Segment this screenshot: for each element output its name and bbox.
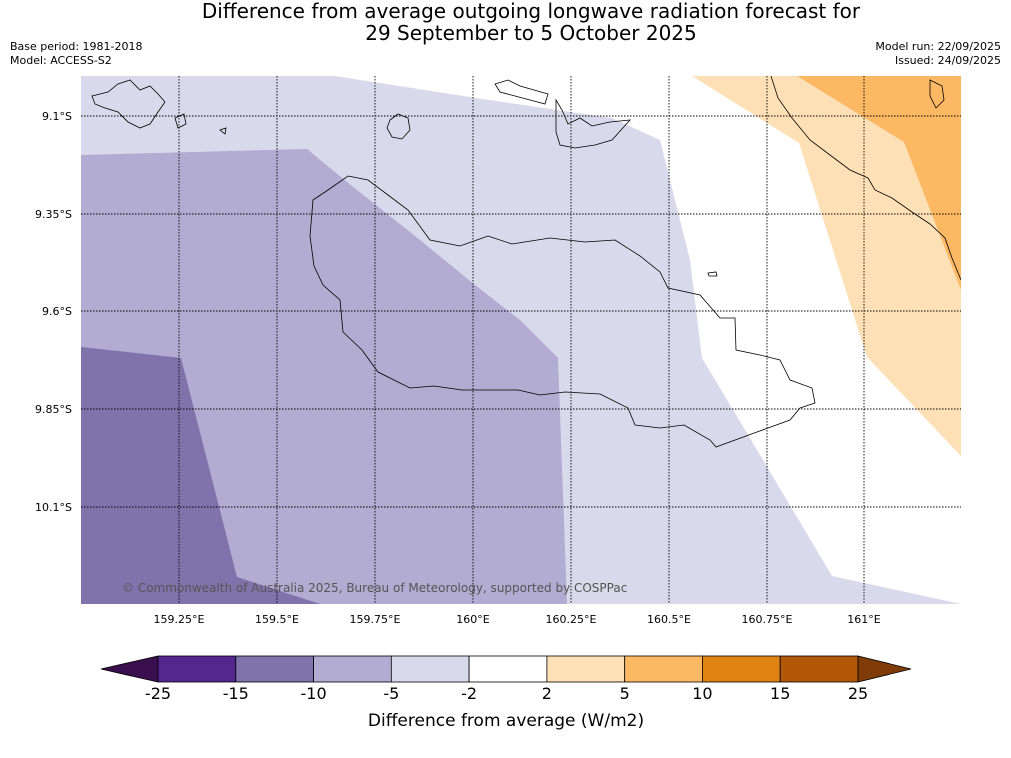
- colorbar-segment: [624, 655, 703, 683]
- lon-label: 160.25°E: [546, 613, 597, 626]
- region-minus15-to-minus10: [81, 347, 320, 604]
- lon-label: 159.5°E: [255, 613, 299, 626]
- colorbar-segment: [235, 655, 315, 683]
- guadalcanal-coastline: [309, 175, 816, 448]
- colorbar: -25 -15 -10 -5 -2 2 5 10 15 25 Differenc…: [100, 655, 912, 731]
- base-period-text: Base period: 1981-2018: [10, 40, 143, 53]
- region-5-to-10: [797, 76, 961, 290]
- chart-title: Difference from average outgoing longwav…: [0, 0, 1011, 44]
- savo-island-coastline: [386, 113, 411, 140]
- issued-text: Issued: 24/09/2025: [894, 54, 1001, 67]
- colorbar-segment: [157, 655, 237, 683]
- meta-right: Model run: 22/09/2025 Issued: 24/09/2025: [875, 40, 1001, 68]
- colorbar-tick-label: -15: [223, 684, 249, 703]
- copyright-text: © Commonwealth of Australia 2025, Bureau…: [122, 581, 627, 595]
- malaita-coastline: [770, 76, 961, 281]
- malaita-islets-coastline: [929, 79, 945, 109]
- meta-left: Base period: 1981-2018 Model: ACCESS-S2: [10, 40, 142, 68]
- lat-label: 9.1°S: [42, 110, 72, 123]
- lat-label: 9.6°S: [42, 305, 72, 318]
- small-islet-3-coastline: [707, 271, 718, 277]
- colorbar-tick-label: -10: [301, 684, 327, 703]
- north-islets-coastline: [494, 79, 549, 105]
- colorbar-tick-label: -2: [461, 684, 477, 703]
- colorbar-tick-label: -25: [145, 684, 171, 703]
- russell-islands-coastline: [91, 79, 166, 129]
- colorbar-label: Difference from average (W/m2): [368, 711, 644, 731]
- region-2-to-5: [692, 76, 961, 456]
- colorbar-extend-high: [857, 655, 912, 683]
- model-run-text: Model run: 22/09/2025: [875, 40, 1001, 53]
- colorbar-segment: [313, 655, 392, 683]
- colorbar-tick-label: 2: [542, 684, 552, 703]
- lon-label: 160°E: [456, 613, 489, 626]
- colorbar-tick-label: -5: [383, 684, 399, 703]
- colorbar-tick-label: 25: [848, 684, 868, 703]
- lat-labels: 9.1°S 9.35°S 9.6°S 9.85°S 10.1°S: [35, 110, 72, 514]
- model-text: Model: ACCESS-S2: [10, 54, 112, 67]
- colorbar-tick-label: 15: [770, 684, 790, 703]
- colorbar-segment: [546, 655, 626, 683]
- colorbar-segment: [468, 655, 548, 683]
- lat-label: 10.1°S: [35, 501, 72, 514]
- colorbar-extend-low: [100, 655, 159, 683]
- lon-labels: 159.25°E 159.5°E 159.75°E 160°E 160.25°E…: [154, 613, 881, 626]
- title-line-1: Difference from average outgoing longwav…: [201, 0, 861, 23]
- graticule: [81, 76, 961, 604]
- colorbar-segment: [390, 655, 470, 683]
- colorbar-segment: [779, 655, 859, 683]
- lon-label: 160.75°E: [742, 613, 793, 626]
- lat-label: 9.85°S: [35, 403, 72, 416]
- nggela-island-coastline: [555, 98, 631, 149]
- lon-label: 161°E: [847, 613, 880, 626]
- small-islet-2-coastline: [219, 127, 227, 135]
- coastlines: [91, 76, 961, 448]
- title-line-2: 29 September to 5 October 2025: [365, 21, 697, 45]
- small-islet-1-coastline: [174, 113, 187, 129]
- lon-label: 159.25°E: [154, 613, 205, 626]
- colorbar-segment: [702, 655, 781, 683]
- colorbar-tick-label: 10: [692, 684, 712, 703]
- lon-label: 159.75°E: [350, 613, 401, 626]
- lon-label: 160.5°E: [647, 613, 691, 626]
- lat-label: 9.35°S: [35, 208, 72, 221]
- map-panel: © Commonwealth of Australia 2025, Bureau…: [81, 76, 961, 604]
- colorbar-tick-label: 5: [620, 684, 630, 703]
